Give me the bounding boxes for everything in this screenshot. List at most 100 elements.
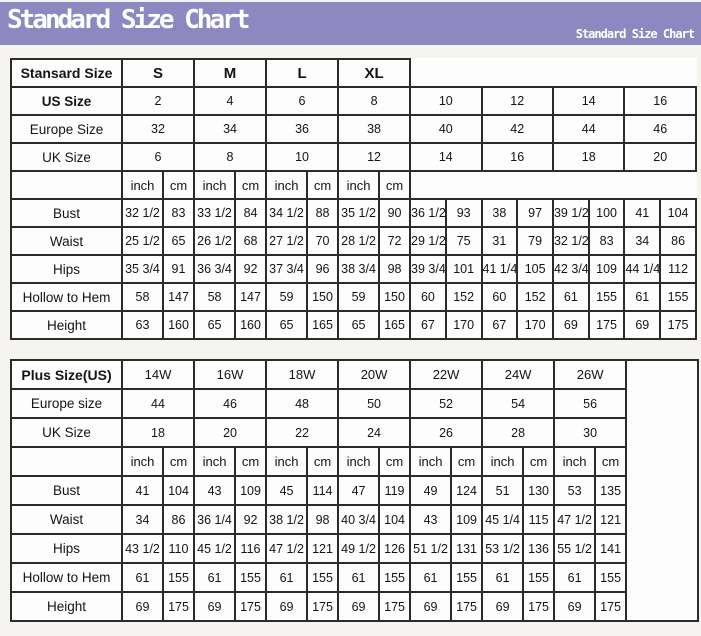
unit-cell: inch bbox=[337, 446, 381, 477]
measure-cell: 175 bbox=[594, 591, 628, 622]
size-cell: 50 bbox=[337, 388, 412, 419]
measure-cell: 35 1/2 bbox=[337, 198, 381, 228]
measure-cell: 38 3/4 bbox=[337, 254, 381, 284]
unit-cell: inch bbox=[481, 446, 525, 477]
measure-cell: 126 bbox=[378, 533, 412, 564]
unit-cell: cm bbox=[234, 170, 268, 200]
size-cell: 42 bbox=[480, 114, 554, 144]
measure-cell: 86 bbox=[161, 504, 196, 535]
measure-cell: 101 bbox=[444, 254, 483, 284]
measure-cell: 28 1/2 bbox=[337, 226, 381, 256]
measure-cell: 59 bbox=[337, 282, 381, 312]
size-cell: 12 bbox=[337, 142, 412, 172]
measure-cell: 27 1/2 bbox=[265, 226, 309, 256]
corner-cell: Plus Size(US) bbox=[10, 359, 123, 390]
measure-cell: 104 bbox=[378, 504, 412, 535]
measure-cell: 31 bbox=[480, 226, 519, 256]
unit-cell: cm bbox=[306, 446, 340, 477]
measure-cell: 114 bbox=[306, 475, 340, 506]
size-group-cell: 14W bbox=[120, 359, 196, 390]
measure-cell: 79 bbox=[516, 226, 554, 256]
size-group-cell: M bbox=[193, 58, 268, 88]
measure-cell: 53 1/2 bbox=[481, 533, 525, 564]
size-cell: 22 bbox=[265, 417, 340, 448]
measure-cell: 41 1/4 bbox=[480, 254, 519, 284]
measure-cell: 61 bbox=[481, 562, 525, 593]
measure-cell: 36 3/4 bbox=[193, 254, 237, 284]
size-cell: 56 bbox=[553, 388, 628, 419]
measure-cell: 104 bbox=[659, 198, 697, 228]
measure-cell: 175 bbox=[378, 591, 412, 622]
unit-cell: cm bbox=[161, 446, 196, 477]
measure-cell: 147 bbox=[161, 282, 196, 312]
size-cell: 46 bbox=[193, 388, 268, 419]
measure-cell: 45 bbox=[265, 475, 309, 506]
measure-cell: 165 bbox=[378, 310, 412, 340]
measure-cell: 47 bbox=[337, 475, 381, 506]
unit-cell: inch bbox=[337, 170, 381, 200]
measure-cell: 45 1/4 bbox=[481, 504, 525, 535]
measure-cell: 38 bbox=[480, 198, 519, 228]
measure-cell: 116 bbox=[234, 533, 268, 564]
size-cell: 20 bbox=[623, 142, 697, 172]
measure-cell: 83 bbox=[587, 226, 626, 256]
standard-size-table: Stansard Size S M L XL US Size 2 4 6 8 10 12 14 16 Eur… bbox=[10, 58, 697, 340]
empty-cell bbox=[625, 359, 700, 622]
unit-row-blank-cell bbox=[10, 446, 123, 477]
banner-watermark: Standard Size Chart bbox=[575, 27, 695, 41]
measure-cell: 135 bbox=[594, 475, 628, 506]
measure-cell: 61 bbox=[121, 562, 164, 593]
measure-cell: 47 1/2 bbox=[553, 504, 597, 535]
measure-cell: 70 bbox=[306, 226, 340, 256]
unit-cell: cm bbox=[306, 170, 340, 200]
measure-cell: 38 1/2 bbox=[265, 504, 309, 535]
measure-cell: 69 bbox=[337, 591, 381, 622]
measure-cell: 39 1/2 bbox=[551, 198, 590, 228]
measure-cell: 69 bbox=[265, 591, 309, 622]
measure-cell: 65 bbox=[265, 310, 309, 340]
measure-cell: 96 bbox=[306, 254, 340, 284]
size-group-cell: 16W bbox=[193, 359, 268, 390]
measure-cell: 42 3/4 bbox=[551, 254, 590, 284]
size-cell: 4 bbox=[193, 86, 268, 116]
measure-cell: 155 bbox=[522, 562, 556, 593]
measure-cell: 61 bbox=[623, 282, 662, 312]
unit-cell: inch bbox=[553, 446, 597, 477]
row-label: Bust bbox=[10, 198, 123, 228]
size-cell: 18 bbox=[120, 417, 196, 448]
measure-cell: 69 bbox=[551, 310, 590, 340]
size-cell: 16 bbox=[480, 142, 554, 172]
size-cell: 16 bbox=[623, 86, 697, 116]
measure-cell: 58 bbox=[121, 282, 164, 312]
plus-size-table: Plus Size(US) 14W 16W 18W 20W 22W 24W 26W Europe… bbox=[10, 359, 700, 622]
measure-cell: 97 bbox=[516, 198, 554, 228]
measure-cell: 55 1/2 bbox=[553, 533, 597, 564]
measure-cell: 104 bbox=[161, 475, 196, 506]
measure-cell: 36 1/4 bbox=[193, 504, 237, 535]
measure-cell: 41 bbox=[623, 198, 662, 228]
size-cell: 10 bbox=[265, 142, 340, 172]
measure-cell: 110 bbox=[161, 533, 196, 564]
size-group-cell: 20W bbox=[337, 359, 412, 390]
size-cell: 8 bbox=[193, 142, 268, 172]
measure-cell: 61 bbox=[265, 562, 309, 593]
row-label: Waist bbox=[10, 226, 123, 256]
measure-cell: 86 bbox=[659, 226, 697, 256]
measure-cell: 60 bbox=[409, 282, 447, 312]
size-cell: 48 bbox=[265, 388, 340, 419]
row-label: Height bbox=[10, 591, 123, 622]
measure-cell: 130 bbox=[522, 475, 556, 506]
measure-cell: 65 bbox=[161, 226, 196, 256]
corner-cell: Stansard Size bbox=[10, 58, 123, 88]
measure-cell: 44 1/4 bbox=[623, 254, 662, 284]
measure-cell: 61 bbox=[553, 562, 597, 593]
measure-cell: 45 1/2 bbox=[193, 533, 237, 564]
measure-cell: 40 3/4 bbox=[337, 504, 381, 535]
size-group-cell: XL bbox=[337, 58, 412, 88]
size-cell: 20 bbox=[193, 417, 268, 448]
row-label: Europe Size bbox=[10, 114, 123, 144]
measure-cell: 59 bbox=[265, 282, 309, 312]
row-label: Hips bbox=[10, 533, 123, 564]
measure-cell: 170 bbox=[444, 310, 483, 340]
measure-cell: 26 1/2 bbox=[193, 226, 237, 256]
